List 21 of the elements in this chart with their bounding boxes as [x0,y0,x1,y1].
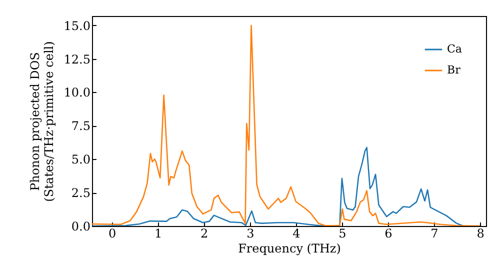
y-tick-label: 2.5 [71,186,90,200]
x-tick-label: 1 [154,226,162,240]
legend-label: Ca [447,42,462,56]
x-tick-label: 8 [476,226,484,240]
x-tick-label: 5 [338,226,346,240]
x-tick-label: 3 [246,226,254,240]
y-tick-label: 15.0 [64,18,90,33]
legend-label: Br [447,64,462,76]
y-tick-label: 12.5 [64,52,90,66]
y-tick-label: 10.0 [64,86,90,100]
line-series [92,24,481,226]
y-tick-label: 5.0 [71,152,90,167]
x-tick-label: 7 [430,226,438,240]
x-tick-label: 2 [200,226,208,240]
x-tick-label: 0 [108,226,116,240]
x-tick-label: 6 [384,226,392,240]
y-tick-label: 0.0 [71,220,90,234]
y-tick-label: 7.5 [71,119,90,134]
x-axis-title: Frequency (THz) [238,242,341,256]
y-axis-title: Phonon projected DOS (States/THz·primitive cell) [28,41,56,202]
x-tick-label: 4 [292,226,301,240]
